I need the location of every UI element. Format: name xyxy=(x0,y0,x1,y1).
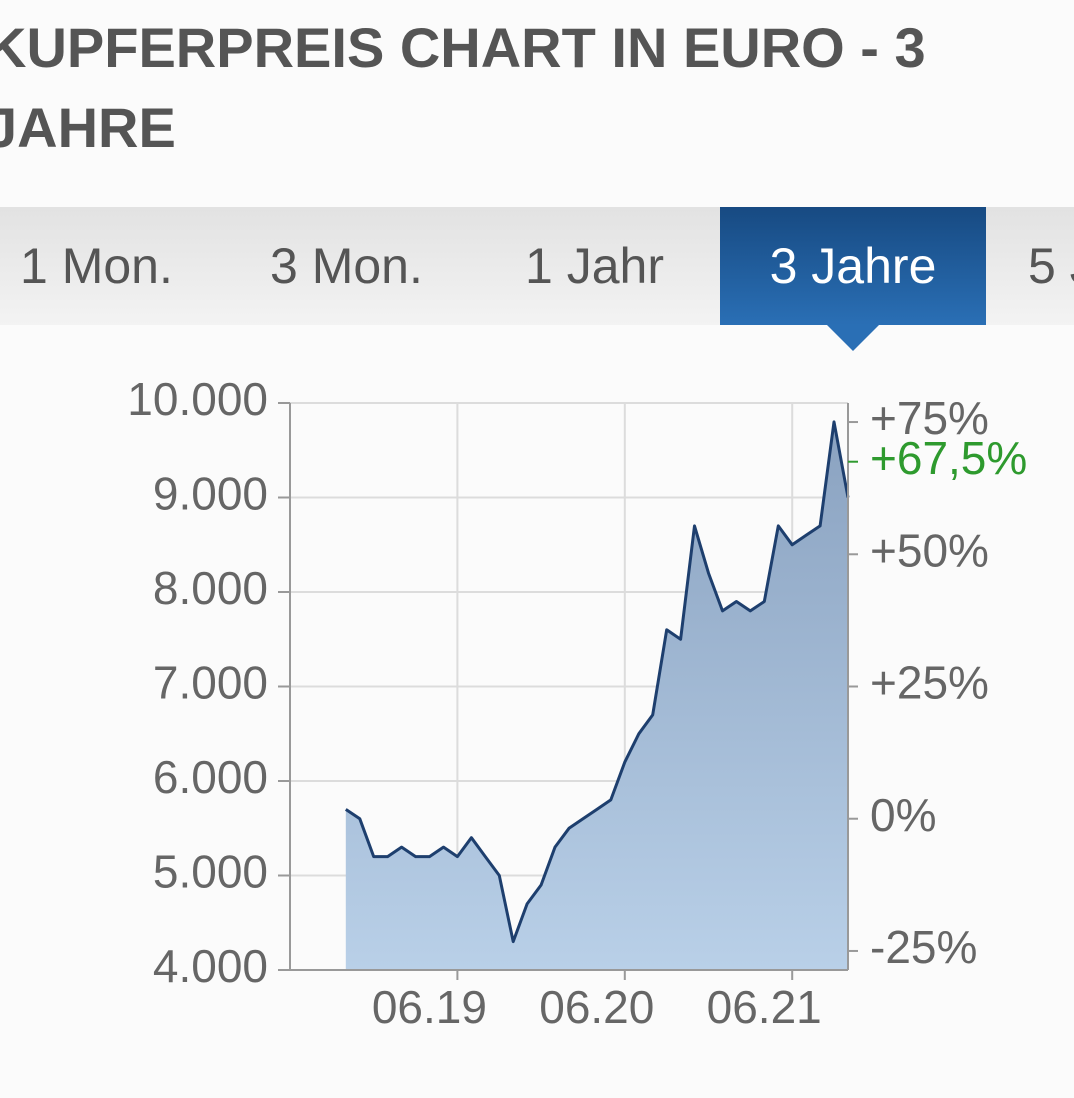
y-tick-label: 7.000 xyxy=(153,657,268,709)
line xyxy=(344,420,850,944)
tab[interactable]: 1 Jahr xyxy=(525,238,664,294)
y2-tick-label: +25% xyxy=(870,657,989,709)
x-tick-label: 06.19 xyxy=(371,981,487,1033)
tab[interactable]: 1 Mon. xyxy=(20,238,173,294)
tab-bar: 1 Mon. 3 Mon. 1 Jahr 3 Jahre 5 Jahre xyxy=(0,207,1074,325)
y-tick-label: 10.000 xyxy=(127,373,268,425)
active-tab-pointer xyxy=(827,325,879,351)
area xyxy=(345,421,848,970)
y2-tick-label: -25% xyxy=(870,921,977,973)
tab[interactable]: 3 Jahre xyxy=(720,207,986,325)
tab[interactable]: 5 Jahre xyxy=(1028,238,1074,294)
y2-tick-label: 0% xyxy=(870,789,936,841)
y2-tick-label: +75% xyxy=(870,392,989,444)
current-change-label: +67,5% xyxy=(870,432,1027,484)
y-tick-label: 4.000 xyxy=(153,940,268,992)
y-tick-label: 5.000 xyxy=(153,846,268,898)
y-tick-label: 9.000 xyxy=(153,468,268,520)
tab[interactable]: 3 Mon. xyxy=(270,238,423,294)
y2-tick-label: +50% xyxy=(870,524,989,576)
y-tick-label: 8.000 xyxy=(153,562,268,614)
x-tick-label: 06.21 xyxy=(706,981,822,1033)
y-tick-label: 6.000 xyxy=(153,751,268,803)
page-title: KUPFERPREIS CHART IN EURO - 3 JAHRE xyxy=(0,16,926,159)
x-tick-label: 06.20 xyxy=(539,981,655,1033)
